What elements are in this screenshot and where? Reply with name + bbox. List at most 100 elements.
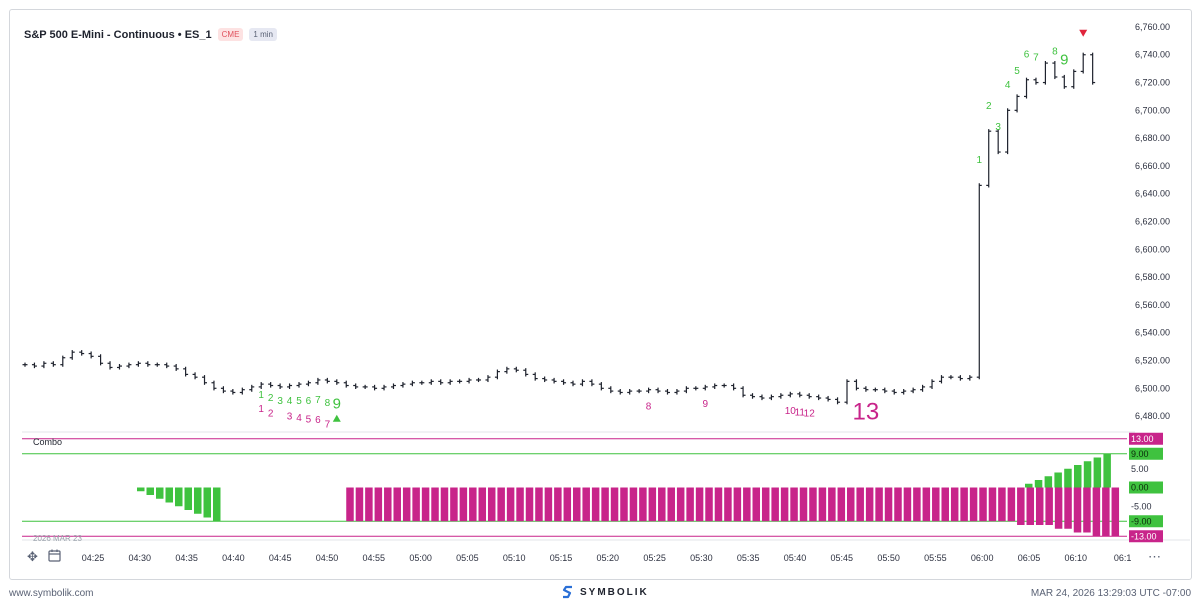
combo-histogram-bar — [563, 487, 572, 522]
countdown-count-label: 12 — [804, 409, 816, 420]
combo-histogram-bar — [865, 487, 874, 522]
combo-histogram-bar — [828, 487, 836, 522]
price-tick-label: 6,540.00 — [1135, 328, 1170, 338]
setup-count-label: 8 — [325, 398, 331, 409]
combo-tick-label: 9.00 — [1131, 449, 1149, 459]
price-tick-label: 6,600.00 — [1135, 244, 1170, 254]
combo-histogram-bar — [459, 487, 468, 522]
combo-histogram-bar — [950, 487, 959, 522]
symbol-title[interactable]: S&P 500 E-Mini - Continuous • ES_1 — [24, 28, 212, 41]
combo-histogram-bar — [194, 487, 202, 514]
setup-count-label: 3 — [995, 122, 1001, 133]
countdown-count-label: 9 — [702, 399, 708, 410]
time-tick-label: 05:30 — [690, 553, 713, 563]
combo-histogram-bar — [1044, 476, 1053, 488]
exchange-badge: CME — [217, 28, 244, 41]
combo-histogram-bar — [884, 487, 893, 522]
combo-histogram-bar — [620, 487, 628, 522]
combo-histogram-bar — [695, 487, 704, 522]
combo-histogram-bar — [724, 487, 732, 522]
brand-name: SYMBOLIK — [580, 586, 649, 598]
combo-histogram-bar — [818, 487, 827, 522]
more-icon[interactable]: ⋯ — [1148, 549, 1161, 564]
combo-histogram-bar — [146, 487, 154, 495]
price-tick-label: 6,740.00 — [1135, 50, 1170, 60]
time-tick-label: 06:00 — [971, 553, 994, 563]
combo-histogram-bar — [1111, 487, 1120, 537]
countdown-count-label: 2 — [268, 409, 274, 420]
combo-histogram-bar — [771, 487, 779, 522]
combo-histogram-bar — [610, 487, 619, 522]
combo-histogram-bar — [450, 487, 458, 522]
combo-histogram-bar — [1064, 487, 1072, 529]
calendar-icon[interactable] — [48, 549, 61, 565]
indicator-label[interactable]: Combo — [33, 437, 63, 447]
combo-axis-badge — [1129, 447, 1163, 460]
footer-brand: SYMBOLIK — [562, 585, 649, 599]
combo-histogram-bar — [1103, 453, 1111, 488]
countdown-count-label: 13 — [853, 399, 880, 426]
setup-count-label: 4 — [287, 396, 293, 407]
combo-histogram-bar — [1102, 487, 1110, 537]
time-tick-label: 04:40 — [222, 553, 245, 563]
combo-histogram-bar — [1007, 487, 1016, 522]
combo-histogram-bar — [960, 487, 968, 522]
combo-histogram-bar — [969, 487, 978, 522]
setup-count-label: 2 — [986, 101, 992, 112]
time-tick-label: 06:1 — [1114, 553, 1132, 563]
combo-tick-label: 0.00 — [1131, 483, 1149, 493]
combo-histogram-bar — [469, 487, 477, 522]
combo-histogram-bar — [932, 487, 940, 522]
combo-histogram-bar — [752, 487, 761, 522]
combo-histogram-bar — [1054, 487, 1063, 529]
combo-histogram-bar — [714, 487, 723, 522]
combo-histogram-bar — [1073, 487, 1082, 533]
countdown-count-label: 6 — [315, 415, 321, 426]
combo-histogram-bar — [1064, 468, 1072, 488]
time-tick-label: 04:25 — [82, 553, 105, 563]
combo-histogram-bar — [780, 487, 789, 522]
time-tick-label: 06:05 — [1018, 553, 1041, 563]
combo-histogram-bar — [988, 487, 997, 522]
combo-histogram-bar — [667, 487, 675, 522]
combo-histogram-bar — [516, 487, 524, 522]
setup-count-label: 5 — [1014, 66, 1020, 77]
time-tick-label: 05:15 — [550, 553, 573, 563]
combo-histogram-bar — [809, 487, 817, 522]
combo-tick-label: 13.00 — [1131, 434, 1154, 444]
price-tick-label: 6,660.00 — [1135, 161, 1170, 171]
interval-badge[interactable]: 1 min — [249, 28, 277, 41]
setup-count-label: 9 — [1060, 51, 1068, 68]
time-tick-label: 04:50 — [316, 553, 339, 563]
countdown-count-label: 5 — [306, 415, 312, 426]
combo-histogram-bar — [487, 487, 496, 522]
combo-histogram-bar — [875, 487, 883, 522]
combo-histogram-bar — [979, 487, 987, 522]
setup-count-label: 9 — [333, 396, 341, 413]
combo-histogram-bar — [165, 487, 173, 503]
time-tick-label: 05:20 — [597, 553, 620, 563]
time-tick-label: 05:35 — [737, 553, 760, 563]
combo-histogram-bar — [1025, 483, 1033, 488]
combo-histogram-bar — [203, 487, 211, 518]
setup-count-label: 6 — [306, 396, 312, 407]
footer-site[interactable]: www.symbolik.com — [9, 588, 94, 599]
combo-histogram-bar — [1026, 487, 1035, 525]
countdown-count-label: 1 — [258, 404, 264, 415]
combo-histogram-bar — [213, 487, 221, 522]
time-tick-label: 04:30 — [129, 553, 152, 563]
time-tick-label: 05:55 — [924, 553, 947, 563]
setup-count-label: 2 — [268, 393, 274, 404]
combo-histogram-bar — [1093, 457, 1102, 488]
price-tick-label: 6,580.00 — [1135, 272, 1170, 282]
price-tick-label: 6,720.00 — [1135, 78, 1170, 88]
combo-histogram-bar — [497, 487, 505, 522]
crosshair-move-icon[interactable]: ✥ — [27, 549, 38, 564]
combo-histogram-bar — [743, 487, 751, 522]
combo-histogram-bar — [629, 487, 638, 522]
combo-histogram-bar — [184, 487, 192, 510]
countdown-count-label: 11 — [795, 407, 806, 418]
combo-histogram-bar — [175, 487, 183, 507]
countdown-count-label: 4 — [296, 413, 302, 424]
